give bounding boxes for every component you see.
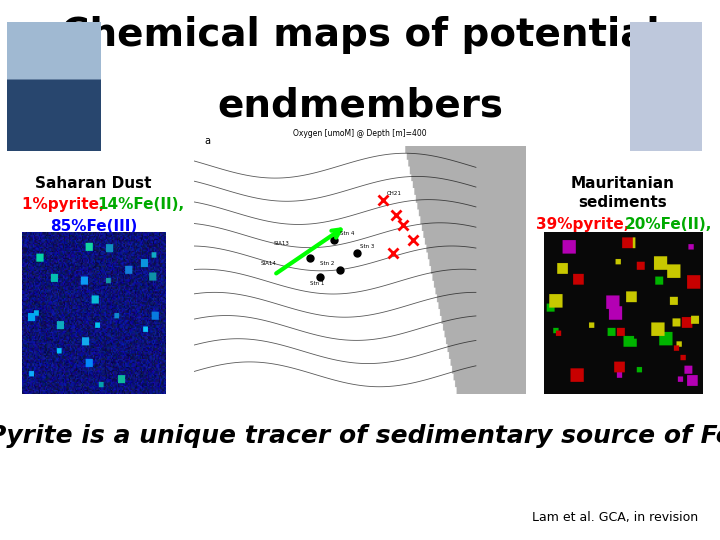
Text: 20%Fe(II),: 20%Fe(II), — [625, 217, 712, 232]
Text: sediments: sediments — [578, 195, 667, 211]
Text: Stn 1: Stn 1 — [310, 281, 325, 286]
Text: Stn 4: Stn 4 — [340, 231, 354, 236]
Text: CH21: CH21 — [387, 192, 401, 197]
Text: Stn 2: Stn 2 — [320, 261, 335, 266]
Text: Lam et al. GCA, in revision: Lam et al. GCA, in revision — [532, 511, 698, 524]
Text: 1%pyrite,: 1%pyrite, — [22, 197, 109, 212]
Text: Mauritanian: Mauritanian — [571, 176, 675, 191]
Text: SIA13: SIA13 — [274, 241, 289, 246]
Text: Chemical maps of potential: Chemical maps of potential — [60, 16, 660, 54]
Text: Oxygen [umoM] @ Depth [m]=400: Oxygen [umoM] @ Depth [m]=400 — [293, 130, 427, 138]
Text: a: a — [204, 136, 210, 146]
Text: 39%pyrite,: 39%pyrite, — [536, 217, 635, 232]
Text: Stn 3: Stn 3 — [360, 244, 374, 248]
Text: SIA14: SIA14 — [261, 261, 276, 266]
Text: Saharan Dust: Saharan Dust — [35, 176, 152, 191]
Text: 85%Fe(III): 85%Fe(III) — [50, 219, 138, 234]
Text: Pyrite is a unique tracer of sedimentary source of Fe: Pyrite is a unique tracer of sedimentary… — [0, 424, 720, 448]
Text: 14%Fe(II),: 14%Fe(II), — [97, 197, 184, 212]
Text: endmembers: endmembers — [217, 86, 503, 124]
Text: 41%Fe(III): 41%Fe(III) — [579, 238, 667, 253]
